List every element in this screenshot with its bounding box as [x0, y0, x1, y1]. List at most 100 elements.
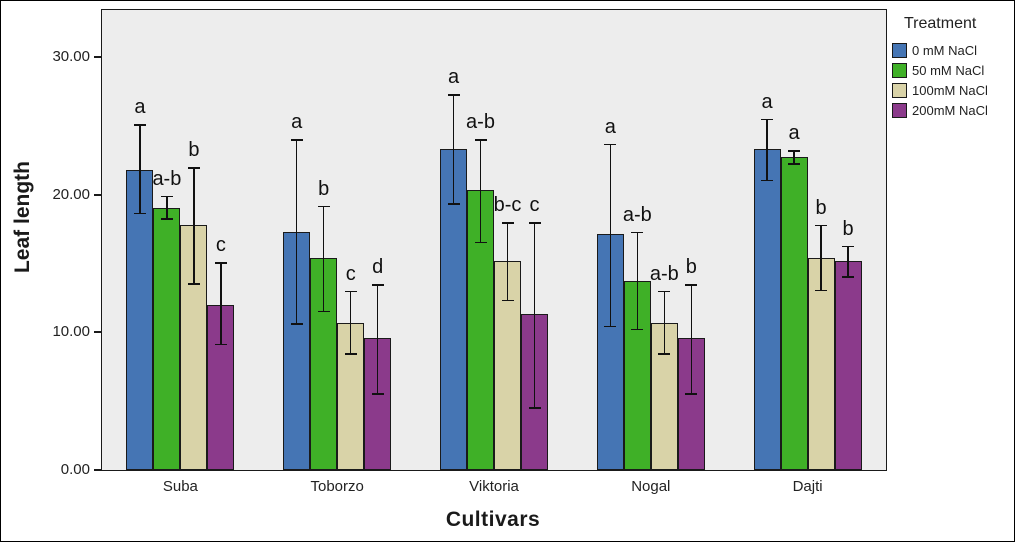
legend-item: 200mM NaCl [892, 103, 1014, 118]
significance-letter: b [842, 217, 854, 240]
error-bar-cap-top [133, 124, 146, 126]
bar [521, 314, 548, 470]
bar [153, 208, 181, 470]
significance-letter: d [372, 256, 384, 279]
bar [310, 257, 338, 470]
error-bar-cap-bottom [290, 323, 303, 325]
error-bar-cap-bottom [133, 212, 146, 215]
error-bar-cap-top [474, 139, 487, 141]
error-bar-cap-bottom [842, 276, 855, 278]
error-bar-cap-bottom [371, 393, 384, 395]
y-axis-tick [94, 469, 102, 471]
error-bar [506, 222, 509, 301]
error-bar-cap-top [371, 284, 384, 286]
error-bar [663, 290, 666, 355]
significance-letter: c [215, 234, 226, 257]
bar [126, 169, 154, 470]
x-tick-label: Dajti [792, 478, 823, 495]
legend-label: 200mM NaCl [912, 103, 988, 118]
significance-letter: a [761, 90, 773, 113]
error-bar-cap-top [685, 284, 698, 286]
error-bar-cap-top [214, 262, 227, 264]
error-bar-cap-top [447, 94, 460, 96]
error-bar [139, 124, 141, 214]
error-bar-cap-bottom [501, 299, 514, 302]
error-bar [349, 290, 352, 355]
significance-letter: a-b [152, 167, 182, 190]
legend-item: 0 mM NaCl [892, 43, 1014, 58]
significance-letter: b-c [493, 194, 522, 217]
x-tick-label: Suba [162, 478, 198, 495]
error-bar-cap-top [290, 139, 303, 141]
significance-letter: c [345, 262, 356, 285]
legend-items: 0 mM NaCl 50 mM NaCl 100mM NaCl 200mM NaCl [892, 43, 1014, 118]
bar [753, 149, 781, 470]
error-bar [847, 245, 849, 278]
legend: Treatment 0 mM NaCl 50 mM NaCl 100mM NaCl 2… [892, 15, 1014, 123]
error-bar-cap-bottom [658, 353, 671, 355]
error-bar [766, 118, 768, 181]
legend-swatch-icon [892, 103, 907, 118]
legend-label: 50 mM NaCl [912, 63, 985, 78]
y-axis-tick [94, 193, 102, 196]
error-bar-cap-bottom [214, 343, 227, 346]
error-bar-cap-top [761, 118, 774, 121]
legend-swatch-icon [892, 43, 907, 58]
y-tick-label: 20.00 [52, 185, 90, 203]
y-axis-tick [94, 331, 102, 334]
error-bar [322, 205, 325, 312]
plot-area: 0.00 10.00 20.00 30.00 Suba Toborzo Viktoria No… [52, 9, 887, 495]
legend-label: 100mM NaCl [912, 83, 988, 98]
bar [834, 260, 862, 470]
error-bar-cap-bottom [604, 325, 617, 328]
error-bar-cap-bottom [685, 393, 698, 395]
error-bar-cap-top [788, 150, 801, 152]
significance-letter: b [188, 139, 200, 161]
significance-letter: a [447, 66, 460, 88]
significance-letter: a [604, 115, 616, 138]
x-tick-label: Viktoria [469, 478, 519, 495]
error-bar-cap-top [528, 222, 541, 224]
error-bar-cap-top [842, 245, 855, 247]
error-bar-cap-top [815, 224, 828, 227]
legend-swatch-icon [892, 83, 907, 98]
error-bar-cap-bottom [160, 218, 173, 220]
error-bar-cap-bottom [447, 203, 460, 205]
error-bar [479, 139, 482, 243]
error-bar-cap-bottom [815, 289, 828, 292]
bar [807, 257, 835, 470]
significance-letter: a [788, 122, 800, 145]
y-tick-label: 0.00 [60, 461, 90, 478]
error-bar [452, 94, 455, 205]
legend-item: 50 mM NaCl [892, 63, 1014, 78]
y-tick-label: 10.00 [52, 323, 90, 341]
error-bar-cap-top [344, 290, 357, 293]
error-bar-cap-bottom [528, 407, 541, 409]
legend-swatch-icon [892, 63, 907, 78]
error-bar-cap-top [604, 143, 617, 146]
error-bar [793, 150, 795, 165]
significance-letter: c [529, 194, 540, 217]
significance-letter: b [685, 256, 697, 279]
error-bar-cap-top [631, 231, 644, 234]
y-tick-label: 30.00 [52, 47, 90, 65]
error-bar [295, 139, 298, 324]
bar [283, 231, 311, 470]
significance-letter: a [134, 96, 146, 119]
error-bar [376, 284, 379, 395]
error-bar-cap-bottom [344, 353, 357, 355]
error-bar [609, 143, 612, 327]
error-bar-cap-bottom [187, 283, 200, 285]
error-bar [166, 195, 168, 220]
error-bar-cap-top [160, 195, 173, 198]
x-tick-label: Nogal [631, 478, 671, 495]
significance-letter: b [815, 196, 827, 219]
error-bar [820, 224, 822, 291]
error-bar-cap-bottom [317, 310, 330, 313]
error-bar-cap-bottom [761, 179, 774, 182]
error-bar-cap-bottom [788, 163, 801, 165]
error-bar-cap-bottom [474, 241, 487, 244]
error-bar-cap-top [187, 167, 200, 169]
significance-letter: a-b [466, 111, 495, 134]
